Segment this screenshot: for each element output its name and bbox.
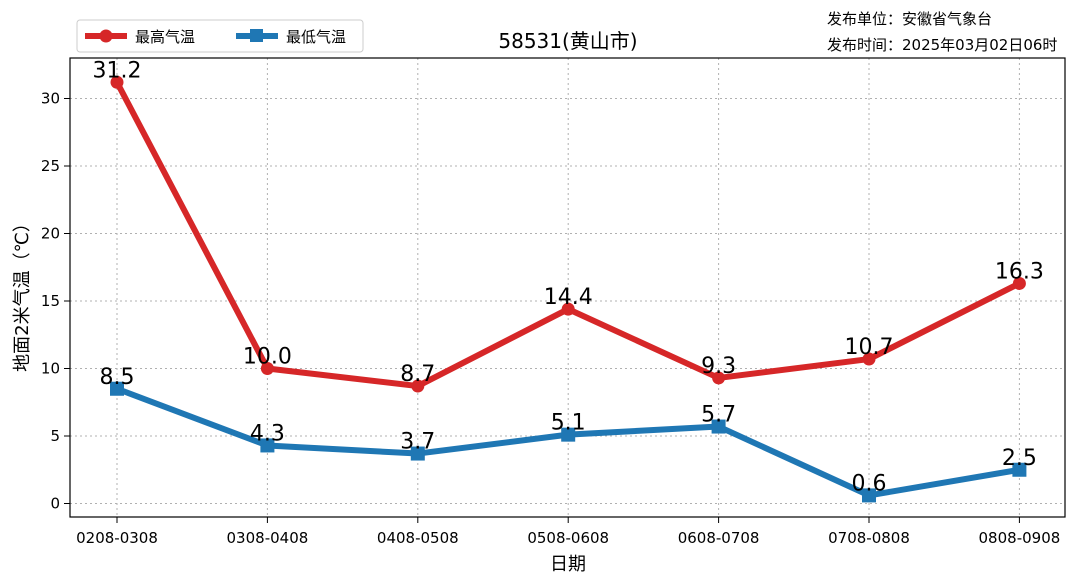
x-axis-label: 日期 (550, 554, 586, 575)
data-label-max: 31.2 (93, 58, 142, 83)
x-tick-label: 0808-0908 (979, 529, 1061, 547)
data-point-max (561, 302, 575, 316)
legend-label-max: 最高气温 (135, 28, 195, 46)
data-point-max (1012, 276, 1026, 290)
data-point-max (712, 371, 726, 385)
data-label-min: 0.6 (852, 471, 887, 496)
data-point-min (711, 419, 726, 434)
data-point-max (260, 362, 274, 375)
data-point-min (410, 446, 425, 461)
data-label-min: 5.1 (551, 411, 586, 436)
y-tick-label: 15 (41, 292, 60, 310)
data-label-min: 8.5 (100, 365, 135, 390)
data-label-min: 2.5 (1002, 446, 1037, 471)
data-label-min: 5.7 (701, 403, 736, 428)
data-point-max (110, 75, 124, 89)
plot-frame (69, 57, 1066, 518)
data-point-max (862, 352, 876, 366)
y-tick-label: 20 (41, 225, 60, 243)
x-tick-label: 0208-0308 (76, 529, 158, 547)
y-axis: 0 5 10 15 20 25 30 (41, 90, 70, 513)
data-point-min (862, 488, 876, 503)
y-axis-label: 地面2米气温（℃） (12, 214, 33, 372)
data-label-min: 4.3 (250, 421, 285, 446)
publisher-text: 发布单位：安徽省气象台 (827, 10, 992, 28)
data-point-min (1012, 462, 1027, 477)
data-label-max: 16.3 (995, 259, 1044, 284)
legend-marker-max (99, 29, 113, 43)
y-tick-label: 10 (41, 360, 60, 378)
y-tick-label: 30 (41, 90, 60, 108)
x-tick-label: 0708-0808 (828, 529, 910, 547)
data-label-max: 8.7 (400, 362, 435, 387)
legend-frame (76, 19, 364, 53)
y-tick-label: 5 (50, 427, 60, 445)
publish-time-text: 发布时间：2025年03月02日06时 (827, 36, 1057, 54)
x-tick-label: 0608-0708 (678, 529, 760, 547)
data-point-min (110, 381, 124, 396)
data-label-min: 3.7 (400, 430, 435, 455)
x-tick-label: 0308-0408 (227, 529, 309, 547)
legend-marker-min (250, 29, 263, 42)
data-label-max: 10.7 (845, 335, 894, 360)
x-tick-label: 0408-0508 (377, 529, 459, 547)
data-point-min (561, 427, 576, 442)
y-tick-label: 25 (41, 157, 60, 175)
data-label-max: 10.0 (243, 345, 292, 370)
data-label-max: 9.3 (701, 354, 736, 379)
legend: 最高气温 最低气温 (76, 19, 364, 53)
chart-title: 58531(黄山市) (498, 29, 637, 53)
x-tick-label: 0508-0608 (527, 529, 609, 547)
series-layer: 31.2 10.0 8.7 14.4 9.3 10.7 16.3 8.5 4.3 3.7 5.1 5.… (93, 58, 1044, 503)
data-point-min (260, 438, 275, 453)
y-tick-label: 0 (50, 495, 60, 513)
legend-label-min: 最低气温 (286, 28, 346, 46)
data-label-max: 14.4 (544, 285, 593, 310)
x-axis: 0208-0308 0308-0408 0408-0508 0508-0608 0608… (76, 517, 1060, 547)
data-point-max (411, 379, 425, 393)
